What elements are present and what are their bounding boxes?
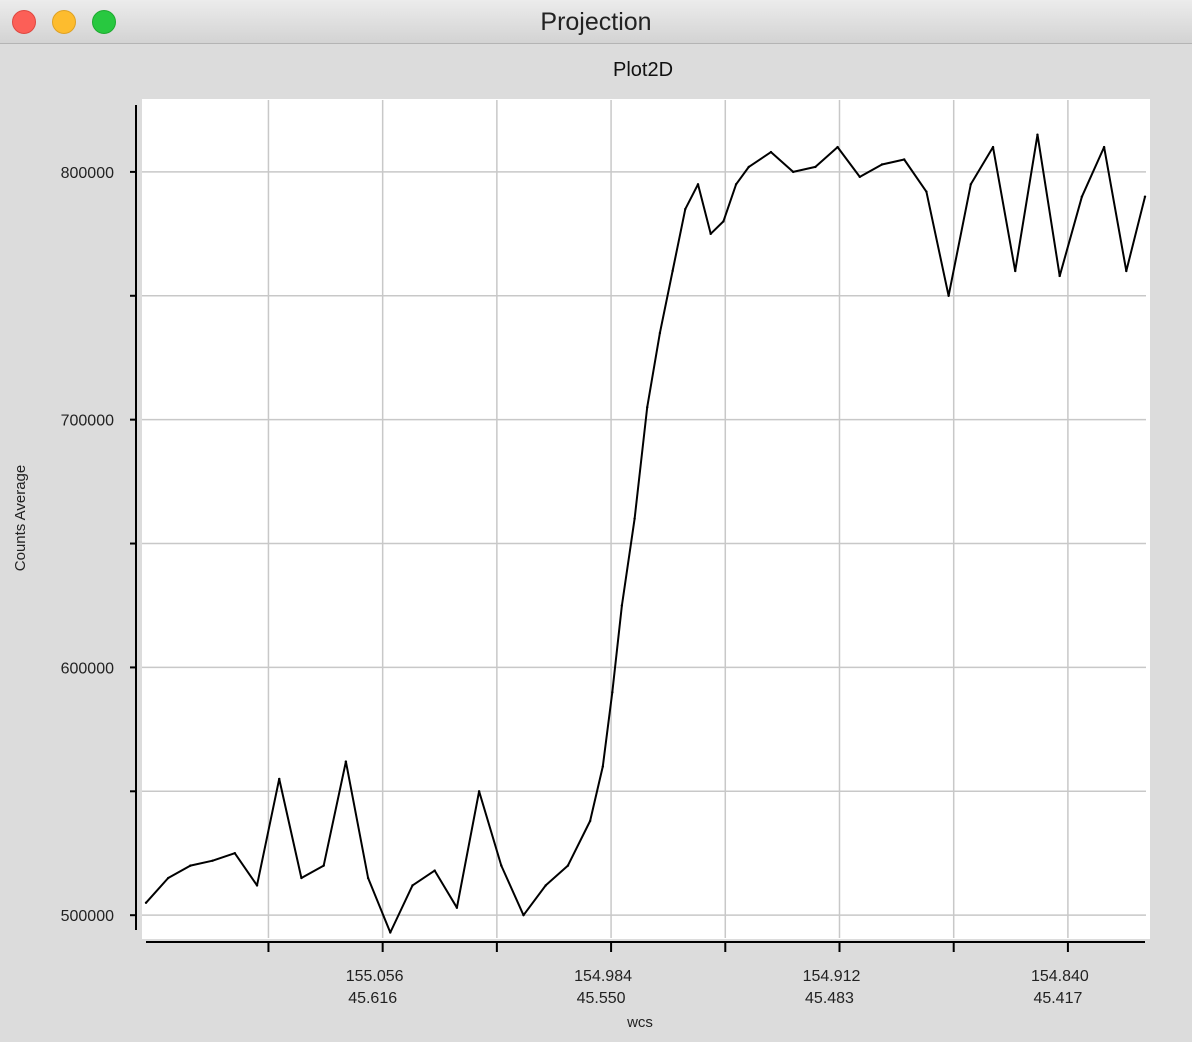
y-axis-label: Counts Average [12, 465, 29, 571]
data-point [925, 190, 928, 193]
data-point [433, 869, 436, 872]
data-point [233, 852, 237, 855]
minimize-window-button[interactable] [52, 10, 76, 34]
data-point [1058, 274, 1061, 278]
x-axis-label: wcs [626, 1014, 653, 1031]
data-point [1143, 195, 1147, 198]
x-tick-label-secondary: 45.616 [348, 990, 397, 1007]
data-point [969, 183, 973, 186]
data-point [389, 931, 392, 934]
data-point [858, 175, 861, 179]
x-tick-label-secondary: 45.550 [577, 990, 626, 1007]
data-point [344, 760, 348, 763]
data-point [747, 165, 750, 169]
data-point [278, 777, 281, 781]
data-point [167, 876, 170, 880]
data-point [322, 864, 325, 867]
series-points [144, 133, 1147, 934]
data-point [366, 876, 370, 880]
data-point [836, 145, 839, 149]
data-point [620, 604, 624, 607]
data-point [671, 269, 674, 273]
data-point [144, 901, 148, 904]
data-point [211, 859, 214, 862]
data-point [411, 884, 414, 887]
zoom-window-button[interactable] [92, 10, 116, 34]
plot-area[interactable] [142, 99, 1150, 939]
data-point [947, 294, 950, 297]
data-point [734, 183, 738, 186]
data-point [684, 207, 687, 211]
data-point [300, 876, 303, 880]
data-point [566, 864, 570, 867]
data-point [658, 331, 662, 335]
data-point [709, 232, 712, 236]
chart-title: Plot2D [613, 59, 673, 81]
data-point [991, 145, 995, 149]
x-tick-label: 154.984 [574, 968, 632, 985]
data-point [814, 165, 817, 169]
data-point [722, 220, 725, 223]
data-point [477, 790, 481, 793]
data-point [588, 819, 592, 823]
data-point [189, 864, 192, 867]
x-tick-label-secondary: 45.417 [1033, 990, 1082, 1007]
data-point [1080, 195, 1084, 198]
data-point [903, 158, 906, 161]
data-point [255, 884, 259, 887]
data-point [522, 913, 525, 917]
close-window-button[interactable] [12, 10, 36, 34]
data-point [1102, 145, 1106, 149]
y-tick-label: 500000 [61, 908, 114, 925]
data-point [455, 906, 459, 909]
x-tick-label: 154.912 [803, 968, 861, 985]
x-tick-label-secondary: 45.483 [805, 990, 854, 1007]
window-title: Projection [540, 8, 652, 36]
data-point [696, 183, 700, 186]
data-point [769, 150, 773, 154]
title-bar: Projection [0, 0, 1192, 44]
data-point [791, 170, 795, 174]
series-line [145, 133, 1146, 934]
y-tick-label: 800000 [61, 165, 114, 182]
x-axis-ticks: 155.056 45.616 154.984 45.550 154.912 45.483 1… [267, 942, 1089, 1007]
data-point [1014, 269, 1017, 273]
data-point [611, 690, 614, 694]
data-point [880, 163, 884, 166]
data-point [633, 517, 636, 520]
x-tick-label: 155.056 [346, 968, 404, 985]
data-point [544, 884, 547, 887]
data-point [1125, 269, 1128, 273]
data-point [500, 864, 503, 867]
y-axis-ticks: 500000 600000 700000 800000 [61, 165, 136, 925]
data-point [646, 406, 649, 409]
data-point [601, 765, 605, 768]
data-point [1036, 133, 1039, 136]
y-tick-label: 600000 [61, 660, 114, 677]
x-tick-label: 154.840 [1031, 968, 1089, 985]
y-tick-label: 700000 [61, 413, 114, 430]
